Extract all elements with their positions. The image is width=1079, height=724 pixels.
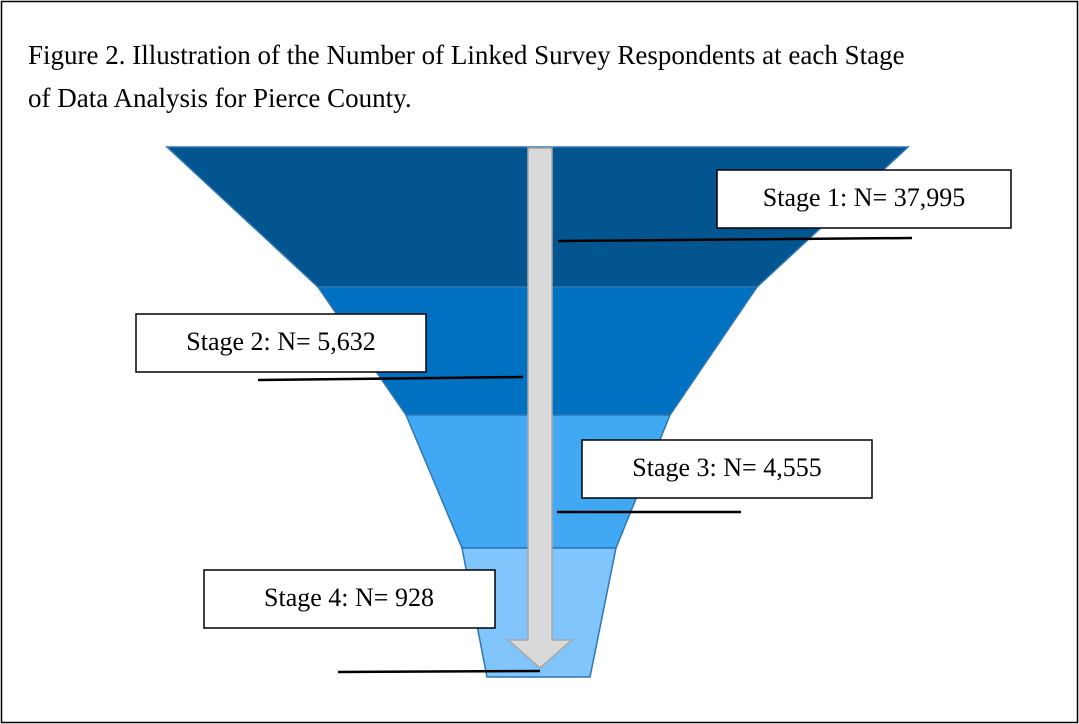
stage-label: Stage 4: N= 928 (264, 583, 434, 612)
label-box (581, 439, 873, 499)
leader-lines (257, 236, 913, 674)
label-box (203, 569, 496, 629)
arrow (506, 147, 574, 669)
title-line: of Data Analysis for Pierce County. (28, 83, 412, 113)
leader-line (337, 669, 541, 674)
label-boxes (135, 169, 1012, 629)
label-box (135, 313, 427, 373)
label-box (716, 169, 1012, 229)
stage-label: Stage 2: N= 5,632 (186, 327, 375, 356)
leader-line (257, 375, 524, 382)
title-line: Figure 2. Illustration of the Number of … (28, 40, 905, 70)
stage-label: Stage 3: N= 4,555 (632, 453, 821, 482)
stage-label: Stage 1: N= 37,995 (763, 183, 965, 212)
leader-line (557, 236, 913, 243)
